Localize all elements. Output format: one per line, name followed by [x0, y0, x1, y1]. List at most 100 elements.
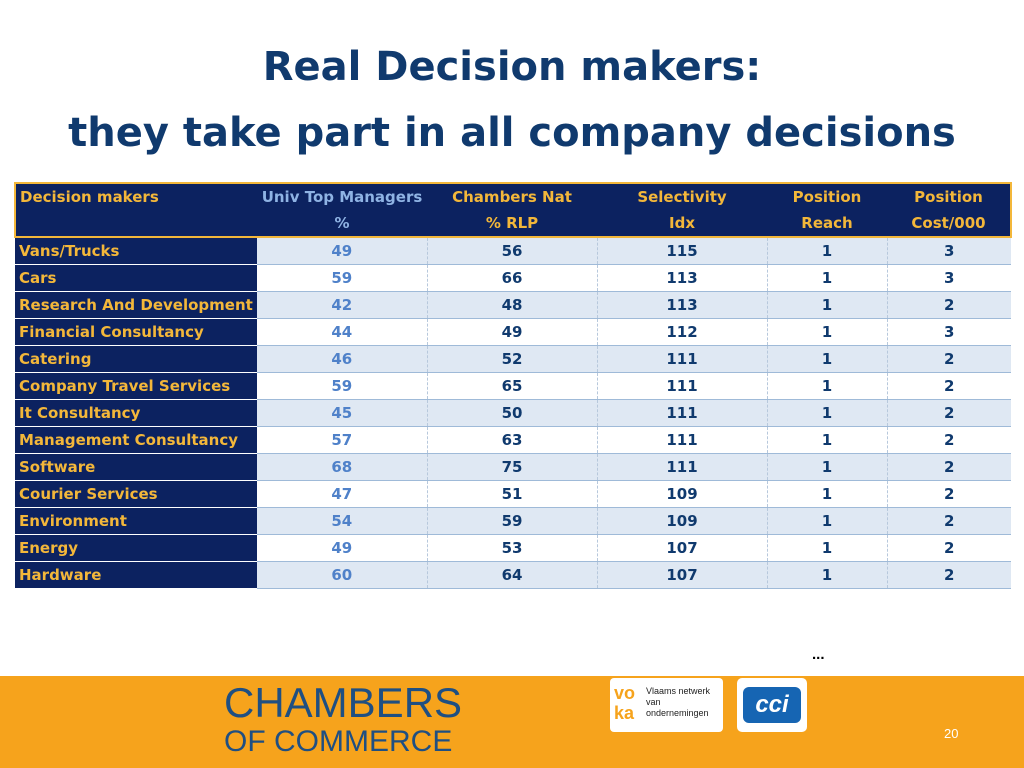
row-label: Research And Development — [15, 291, 257, 319]
header-selectivity: Selectivity Idx — [597, 182, 767, 238]
cell-value: 46 — [257, 345, 428, 373]
table-row: Cars 59 66 113 1 3 — [15, 264, 1011, 292]
voka-logo: vo ka Vlaams netwerk van ondernemingen — [610, 678, 723, 732]
cell-value: 2 — [887, 561, 1011, 589]
continuation-ellipsis: ... — [812, 646, 825, 663]
cell-value: 113 — [597, 264, 768, 292]
header-position-reach: Position Reach — [767, 182, 887, 238]
cell-value: 1 — [767, 345, 888, 373]
cci-logo: cci — [737, 678, 807, 732]
table-row: Environment 54 59 109 1 2 — [15, 507, 1011, 535]
row-label: Company Travel Services — [15, 372, 257, 400]
cell-value: 54 — [257, 507, 428, 535]
cell-value: 2 — [887, 453, 1011, 481]
voka-tagline: Vlaams netwerk van ondernemingen — [646, 686, 711, 718]
footer-bar: CHAMBERS OF COMMERCE vo ka Vlaams netwer… — [0, 676, 1024, 768]
row-label: Environment — [15, 507, 257, 535]
cell-value: 44 — [257, 318, 428, 346]
table-row: Vans/Trucks 49 56 115 1 3 — [15, 237, 1011, 265]
row-label: Vans/Trucks — [15, 237, 257, 265]
header-decision-makers: Decision makers — [14, 182, 257, 238]
cell-value: 111 — [597, 453, 768, 481]
cell-value: 75 — [427, 453, 598, 481]
cell-value: 1 — [767, 372, 888, 400]
cell-value: 65 — [427, 372, 598, 400]
cell-value: 52 — [427, 345, 598, 373]
cell-value: 1 — [767, 399, 888, 427]
cell-value: 49 — [257, 237, 428, 265]
row-label: Cars — [15, 264, 257, 292]
cell-value: 107 — [597, 561, 768, 589]
cell-value: 3 — [887, 264, 1011, 292]
cci-logo-text: cci — [743, 687, 801, 723]
cell-value: 48 — [427, 291, 598, 319]
cell-value: 2 — [887, 507, 1011, 535]
cell-value: 2 — [887, 345, 1011, 373]
cell-value: 1 — [767, 264, 888, 292]
cell-value: 1 — [767, 453, 888, 481]
cell-value: 1 — [767, 426, 888, 454]
chambers-logo-line2: OF COMMERCE — [224, 725, 453, 758]
cell-value: 49 — [257, 534, 428, 562]
table-header-row: Decision makers Univ Top Managers % Cham… — [14, 182, 1012, 238]
table-row: Financial Consultancy 44 49 112 1 3 — [15, 318, 1011, 346]
table-row: Software 68 75 111 1 2 — [15, 453, 1011, 481]
cell-value: 112 — [597, 318, 768, 346]
cell-value: 60 — [257, 561, 428, 589]
cell-value: 111 — [597, 399, 768, 427]
table-row: It Consultancy 45 50 111 1 2 — [15, 399, 1011, 427]
header-univ-top-managers: Univ Top Managers % — [257, 182, 427, 238]
cell-value: 49 — [427, 318, 598, 346]
cell-value: 42 — [257, 291, 428, 319]
cell-value: 2 — [887, 399, 1011, 427]
cell-value: 57 — [257, 426, 428, 454]
table-row: Courier Services 47 51 109 1 2 — [15, 480, 1011, 508]
cell-value: 2 — [887, 534, 1011, 562]
cell-value: 1 — [767, 507, 888, 535]
cell-value: 59 — [257, 264, 428, 292]
cell-value: 113 — [597, 291, 768, 319]
slide-title-line2: they take part in all company decisions — [68, 110, 956, 156]
cell-value: 56 — [427, 237, 598, 265]
cell-value: 45 — [257, 399, 428, 427]
header-chambers-nat: Chambers Nat % RLP — [427, 182, 597, 238]
cell-value: 64 — [427, 561, 598, 589]
voka-mark: vo ka — [614, 683, 636, 723]
cell-value: 109 — [597, 507, 768, 535]
table-row: Company Travel Services 59 65 111 1 2 — [15, 372, 1011, 400]
row-label: Management Consultancy — [15, 426, 257, 454]
slide-title-line1: Real Decision makers: — [262, 44, 762, 90]
cell-value: 1 — [767, 561, 888, 589]
cell-value: 1 — [767, 318, 888, 346]
cell-value: 111 — [597, 345, 768, 373]
cell-value: 2 — [887, 372, 1011, 400]
table-row: Hardware 60 64 107 1 2 — [15, 561, 1011, 589]
cell-value: 51 — [427, 480, 598, 508]
cell-value: 68 — [257, 453, 428, 481]
cell-value: 66 — [427, 264, 598, 292]
cell-value: 1 — [767, 534, 888, 562]
table-row: Energy 49 53 107 1 2 — [15, 534, 1011, 562]
cell-value: 107 — [597, 534, 768, 562]
cell-value: 111 — [597, 372, 768, 400]
cell-value: 2 — [887, 480, 1011, 508]
cell-value: 1 — [767, 291, 888, 319]
cell-value: 3 — [887, 237, 1011, 265]
chambers-logo-line1: CHAMBERS — [224, 679, 463, 726]
cell-value: 115 — [597, 237, 768, 265]
row-label: Courier Services — [15, 480, 257, 508]
header-position-cost: Position Cost/000 — [887, 182, 1012, 238]
cell-value: 111 — [597, 426, 768, 454]
cell-value: 109 — [597, 480, 768, 508]
cell-value: 53 — [427, 534, 598, 562]
cell-value: 1 — [767, 237, 888, 265]
cell-value: 3 — [887, 318, 1011, 346]
row-label: Energy — [15, 534, 257, 562]
chambers-of-commerce-logo: CHAMBERS OF COMMERCE — [224, 681, 462, 759]
page-number: 20 — [944, 726, 959, 741]
decision-makers-table: Decision makers Univ Top Managers % Cham… — [14, 182, 1012, 589]
table-row: Catering 46 52 111 1 2 — [15, 345, 1011, 373]
row-label: Catering — [15, 345, 257, 373]
cell-value: 63 — [427, 426, 598, 454]
cell-value: 47 — [257, 480, 428, 508]
